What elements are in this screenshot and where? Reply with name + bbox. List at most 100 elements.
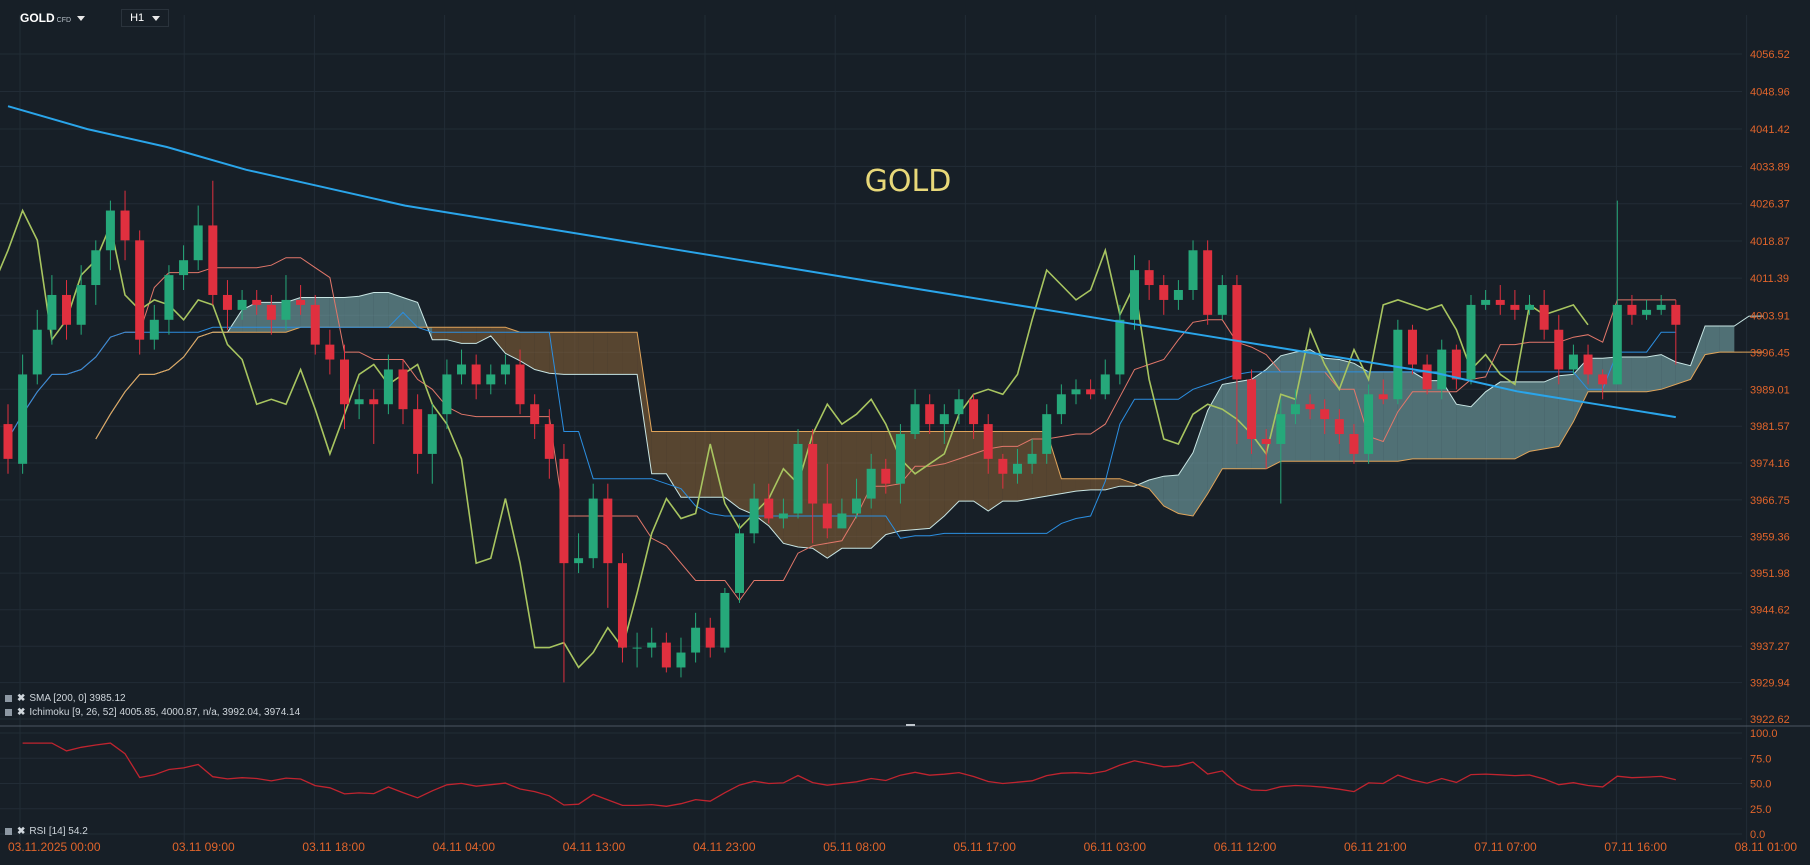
candle[interactable] <box>852 478 862 519</box>
candle[interactable] <box>998 453 1008 489</box>
candle[interactable] <box>837 498 847 529</box>
candle[interactable] <box>1217 275 1227 320</box>
candle[interactable] <box>1027 438 1037 474</box>
candle[interactable] <box>500 354 510 385</box>
candle[interactable] <box>939 404 949 444</box>
candle[interactable] <box>1612 200 1622 385</box>
candle[interactable] <box>661 632 671 673</box>
candle[interactable] <box>18 354 28 474</box>
candle[interactable] <box>676 637 686 678</box>
symbol-select[interactable]: GOLD CFD <box>14 9 91 27</box>
candle[interactable] <box>1320 399 1330 435</box>
candle[interactable] <box>120 190 130 261</box>
candle[interactable] <box>1495 285 1505 315</box>
candle[interactable] <box>983 414 993 474</box>
candle[interactable] <box>778 498 788 529</box>
candle[interactable] <box>1086 379 1096 400</box>
candle[interactable] <box>764 483 774 524</box>
candle[interactable] <box>530 394 540 439</box>
candle[interactable] <box>559 443 569 683</box>
candle[interactable] <box>193 205 203 271</box>
candle[interactable] <box>325 329 335 375</box>
candle[interactable] <box>1012 448 1022 484</box>
candle[interactable] <box>442 359 452 430</box>
candle[interactable] <box>208 180 218 305</box>
candle[interactable] <box>486 364 496 395</box>
candle[interactable] <box>1539 290 1549 340</box>
candle[interactable] <box>1130 255 1140 330</box>
candle[interactable] <box>3 404 13 474</box>
candle[interactable] <box>398 359 408 425</box>
candle[interactable] <box>354 384 364 420</box>
candle[interactable] <box>954 389 964 425</box>
candle[interactable] <box>1247 369 1257 454</box>
close-icon[interactable]: ✖ <box>17 707 26 718</box>
candle[interactable] <box>1290 389 1300 425</box>
candle[interactable] <box>1671 299 1681 365</box>
candle[interactable] <box>1466 294 1476 385</box>
candle[interactable] <box>281 275 291 330</box>
candle[interactable] <box>1056 384 1066 425</box>
candle[interactable] <box>1334 409 1344 444</box>
candle[interactable] <box>179 245 189 291</box>
candle[interactable] <box>1115 304 1125 385</box>
settings-icon[interactable] <box>5 695 12 702</box>
pane-resize-handle[interactable] <box>906 724 915 726</box>
candle[interactable] <box>1159 275 1169 315</box>
candle[interactable] <box>1188 240 1198 300</box>
candle[interactable] <box>822 463 832 539</box>
candle[interactable] <box>1568 344 1578 375</box>
candle[interactable] <box>1100 359 1110 400</box>
candle[interactable] <box>427 404 437 484</box>
candle[interactable] <box>266 294 276 335</box>
candle[interactable] <box>515 349 525 415</box>
candle[interactable] <box>720 587 730 653</box>
candle[interactable] <box>1232 275 1242 444</box>
candle[interactable] <box>1525 294 1535 315</box>
candle[interactable] <box>1305 394 1315 420</box>
candle[interactable] <box>1656 294 1666 315</box>
candle[interactable] <box>1510 290 1520 320</box>
candle[interactable] <box>91 240 101 305</box>
candle[interactable] <box>574 533 584 574</box>
close-icon[interactable]: ✖ <box>17 693 26 704</box>
candle[interactable] <box>544 409 554 479</box>
candle[interactable] <box>1481 290 1491 310</box>
candle[interactable] <box>808 429 818 544</box>
candle[interactable] <box>47 275 57 345</box>
candle[interactable] <box>1583 344 1593 385</box>
candle[interactable] <box>735 523 744 603</box>
candle[interactable] <box>32 309 42 385</box>
candle[interactable] <box>866 453 876 509</box>
candle[interactable] <box>1144 260 1154 300</box>
candle[interactable] <box>1554 314 1564 385</box>
candle[interactable] <box>1071 379 1081 405</box>
candle[interactable] <box>881 458 891 494</box>
timeframe-select[interactable]: H1 <box>121 9 170 27</box>
candle[interactable] <box>1642 299 1652 320</box>
candle[interactable] <box>588 483 598 569</box>
candle[interactable] <box>369 389 379 444</box>
candle[interactable] <box>1378 379 1388 405</box>
candle[interactable] <box>1437 339 1447 400</box>
candle[interactable] <box>910 389 920 439</box>
rsi-legend[interactable]: ✖ RSI [14] 54.2 <box>5 826 88 837</box>
candle[interactable] <box>413 394 423 474</box>
candle[interactable] <box>1276 399 1286 504</box>
candle[interactable] <box>925 394 935 435</box>
candle[interactable] <box>691 612 701 663</box>
candle[interactable] <box>252 290 262 315</box>
candle[interactable] <box>237 290 247 320</box>
ichimoku-legend[interactable]: ✖ Ichimoku [9, 26, 52] 4005.85, 4000.87,… <box>5 707 300 718</box>
candles[interactable] <box>3 180 1681 683</box>
candle[interactable] <box>310 294 320 355</box>
candle[interactable] <box>1364 384 1374 464</box>
candle[interactable] <box>471 354 481 400</box>
candle[interactable] <box>1598 369 1608 400</box>
candle[interactable] <box>1451 344 1461 390</box>
candle[interactable] <box>969 394 979 439</box>
close-icon[interactable]: ✖ <box>17 826 26 837</box>
candle[interactable] <box>105 200 115 271</box>
candle[interactable] <box>1349 424 1359 464</box>
